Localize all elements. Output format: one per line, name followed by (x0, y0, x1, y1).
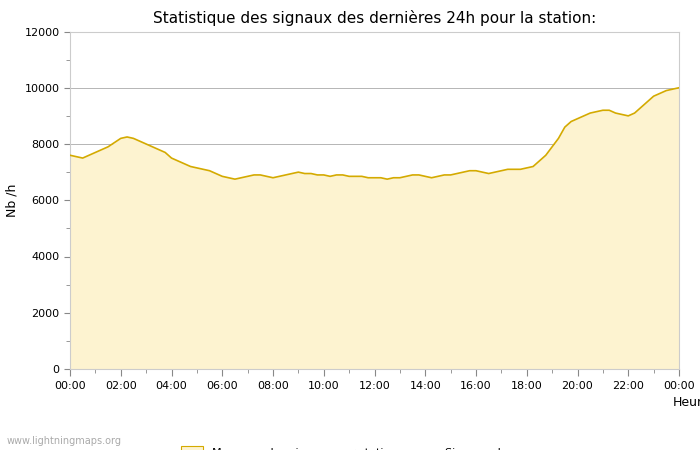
Text: www.lightningmaps.org: www.lightningmaps.org (7, 436, 122, 446)
Legend: Moyenne des signaux par station, Signaux de: Moyenne des signaux par station, Signaux… (181, 446, 508, 450)
X-axis label: Heure: Heure (673, 396, 700, 409)
Y-axis label: Nb /h: Nb /h (6, 184, 19, 217)
Title: Statistique des signaux des dernières 24h pour la station:: Statistique des signaux des dernières 24… (153, 10, 596, 26)
